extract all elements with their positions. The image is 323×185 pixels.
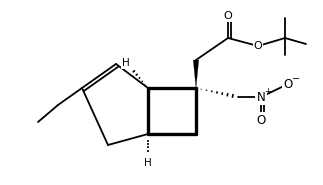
Text: O: O bbox=[256, 114, 266, 127]
Text: O: O bbox=[283, 78, 293, 90]
Text: O: O bbox=[254, 41, 262, 51]
Text: O: O bbox=[224, 11, 232, 21]
Text: N: N bbox=[257, 90, 266, 103]
Text: H: H bbox=[122, 58, 130, 68]
Text: H: H bbox=[144, 158, 152, 168]
Polygon shape bbox=[193, 60, 199, 88]
Text: −: − bbox=[292, 74, 300, 84]
Text: +: + bbox=[265, 87, 271, 95]
